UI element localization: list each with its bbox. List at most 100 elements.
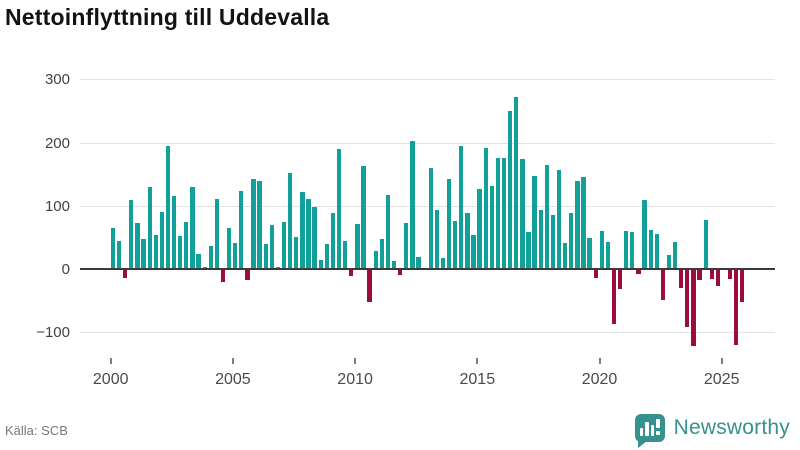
bar-2007Q4	[300, 191, 305, 269]
bar-2007Q1	[281, 221, 287, 269]
source-note: Källa: SCB	[5, 423, 68, 438]
bar-2020Q2	[605, 241, 611, 269]
bar-2017Q1	[526, 232, 531, 269]
bar-2005Q1	[233, 242, 238, 269]
bar-2009Q2	[336, 148, 342, 269]
bar-2010Q3	[367, 270, 372, 302]
bar-2018Q3	[562, 242, 568, 269]
bar-2023Q4	[691, 270, 696, 346]
x-axis-label-2005: 2005	[215, 371, 251, 388]
bar-2019Q1	[575, 181, 580, 269]
bar-2003Q3	[196, 253, 201, 269]
bar-2024Q4	[715, 270, 721, 286]
bar-2000Q3	[123, 270, 128, 278]
bar-2020Q3	[611, 270, 617, 325]
bar-2004Q4	[226, 227, 232, 269]
bar-chart-speech-bubble-icon	[634, 414, 665, 448]
bar-2024Q2	[703, 220, 708, 269]
bar-2004Q3	[220, 270, 226, 282]
bar-2014Q3	[465, 213, 470, 269]
bar-2021Q4	[642, 199, 647, 269]
bar-2014Q2	[459, 146, 464, 269]
bar-2001Q3	[147, 186, 152, 269]
y-axis-label-200: 200	[44, 134, 70, 152]
bar-2011Q3	[391, 260, 397, 269]
zero-axis-line	[80, 268, 775, 270]
gridline-100	[80, 205, 775, 207]
x-axis-label-2025: 2025	[703, 371, 740, 388]
bar-2015Q4	[495, 158, 501, 269]
bar-2008Q3	[318, 259, 323, 269]
bar-2015Q3	[489, 186, 494, 269]
bar-2024Q3	[709, 270, 714, 279]
bar-2002Q4	[178, 236, 183, 269]
bar-2005Q2	[239, 190, 244, 269]
bar-2018Q1	[550, 215, 556, 269]
bar-2002Q1	[159, 211, 165, 269]
bar-2003Q1	[184, 221, 189, 269]
brand-name: Newsworthy	[673, 416, 790, 439]
bar-2008Q2	[312, 207, 317, 269]
bar-2006Q2	[263, 244, 268, 269]
bar-2005Q4	[251, 178, 256, 269]
bar-2016Q4	[520, 159, 525, 269]
gridline--100	[80, 332, 775, 334]
bar-2011Q4	[398, 270, 403, 276]
bar-2004Q1	[208, 245, 213, 269]
x-axis-tick-2015	[476, 358, 479, 364]
bar-2016Q2	[508, 111, 513, 269]
bar-2001Q2	[141, 238, 146, 269]
bar-2003Q2	[190, 186, 195, 269]
bar-2010Q4	[373, 250, 378, 269]
bar-2022Q4	[666, 254, 672, 269]
bar-2006Q4	[275, 266, 281, 269]
y-axis-label-300: 300	[44, 71, 70, 89]
bar-2015Q1	[477, 188, 482, 269]
bar-2021Q3	[636, 270, 641, 275]
bar-2022Q2	[654, 234, 659, 269]
bar-2017Q2	[532, 176, 537, 269]
bar-2006Q3	[269, 225, 275, 269]
x-axis-tick-2000	[109, 358, 112, 364]
bar-2024Q1	[697, 270, 702, 281]
bar-2009Q4	[349, 270, 354, 277]
bar-2022Q3	[660, 270, 666, 300]
bar-2014Q1	[453, 221, 458, 269]
bar-2020Q1	[599, 231, 604, 269]
gridline-200	[80, 142, 775, 144]
x-axis-tick-2020	[598, 358, 601, 364]
bar-2020Q4	[617, 270, 623, 289]
bar-2017Q4	[544, 164, 549, 269]
bar-2001Q1	[135, 222, 140, 269]
chart-title: Nettoinflyttning till Uddevalla	[5, 4, 330, 30]
bar-2017Q3	[538, 210, 543, 269]
bar-2012Q2	[410, 141, 415, 269]
y-axis-label-0: 0	[61, 261, 70, 278]
bar-2006Q1	[257, 181, 262, 269]
bar-2018Q4	[569, 213, 574, 269]
bar-2013Q2	[434, 209, 439, 269]
bar-2013Q3	[440, 258, 446, 269]
bar-2003Q4	[202, 266, 207, 269]
bar-2013Q4	[446, 178, 452, 269]
brand-footer: Newsworthy	[634, 414, 790, 448]
bar-2019Q2	[581, 176, 586, 269]
x-axis-tick-2025	[720, 358, 723, 364]
bar-2012Q1	[404, 222, 409, 269]
bar-2025Q3	[734, 270, 739, 346]
bar-2007Q2	[288, 172, 293, 269]
bar-2015Q2	[483, 147, 488, 269]
bar-2012Q3	[416, 257, 421, 269]
bar-2011Q2	[385, 195, 391, 269]
y-axis-label-100: 100	[44, 197, 70, 215]
bar-2000Q1	[110, 227, 116, 269]
bar-2025Q4	[740, 270, 745, 303]
bar-2000Q4	[129, 199, 134, 269]
gridline-300	[80, 79, 775, 81]
bar-2011Q1	[379, 238, 384, 269]
bar-2007Q3	[294, 237, 299, 269]
bar-2021Q2	[630, 232, 635, 269]
x-axis-label-2020: 2020	[581, 371, 618, 388]
